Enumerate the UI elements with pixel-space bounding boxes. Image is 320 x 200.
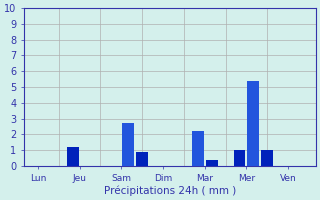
Bar (192, 131, 204, 166)
Bar (136, 152, 148, 166)
X-axis label: Précipitations 24h ( mm ): Précipitations 24h ( mm ) (104, 185, 236, 196)
Bar (122, 123, 134, 166)
Bar (261, 150, 273, 166)
Bar (247, 81, 259, 166)
Bar (67, 147, 79, 166)
Bar (234, 150, 245, 166)
Bar (206, 160, 218, 166)
